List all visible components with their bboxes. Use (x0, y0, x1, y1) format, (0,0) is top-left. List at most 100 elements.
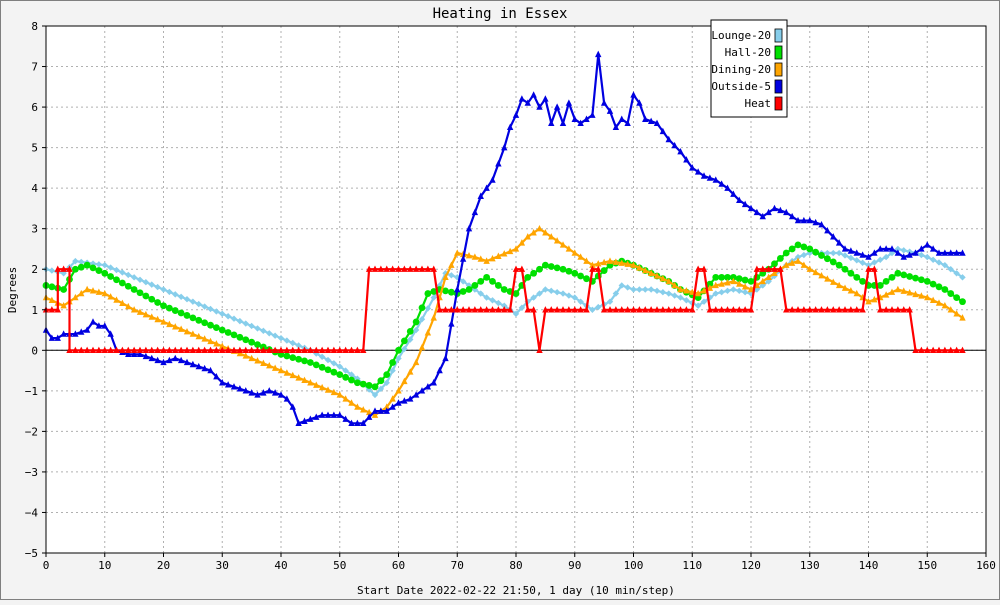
point-heat (148, 346, 155, 354)
series-outside-5 (42, 50, 966, 426)
point-dining-20 (683, 287, 690, 294)
point-heat (706, 306, 714, 313)
legend-swatch-lounge-20 (774, 28, 783, 43)
point-dining-20 (788, 259, 796, 266)
point-hall-20 (953, 294, 961, 302)
point-outside-5 (242, 387, 249, 394)
point-outside-5 (48, 334, 56, 341)
point-dining-20 (454, 249, 461, 256)
point-heat (377, 265, 385, 272)
point-outside-5 (747, 204, 755, 212)
point-heat (125, 346, 132, 354)
point-outside-5 (330, 411, 338, 418)
point-lounge-20 (248, 322, 255, 330)
point-dining-20 (348, 399, 355, 406)
point-hall-20 (48, 283, 56, 291)
point-lounge-20 (489, 297, 496, 304)
point-heat (929, 346, 937, 354)
point-heat (894, 306, 902, 313)
series-heat (42, 265, 966, 354)
legend-swatch-dining-20 (774, 62, 783, 77)
point-heat (66, 346, 73, 354)
point-dining-20 (301, 376, 308, 384)
point-lounge-20 (412, 326, 420, 334)
point-dining-20 (166, 320, 173, 328)
point-outside-5 (818, 220, 825, 228)
point-lounge-20 (830, 249, 837, 257)
x-tick-label: 10 (98, 559, 111, 572)
point-lounge-20 (665, 290, 672, 297)
point-dining-20 (694, 289, 702, 297)
point-heat (271, 346, 279, 354)
point-heat (877, 306, 884, 313)
chart-title: Heating in Essex (433, 6, 568, 22)
point-lounge-20 (724, 287, 731, 295)
point-heat (683, 306, 690, 313)
point-heat (207, 346, 214, 354)
series-dining-20 (42, 224, 966, 418)
point-hall-20 (876, 282, 884, 289)
point-outside-5 (700, 172, 708, 179)
point-lounge-20 (125, 271, 132, 279)
point-lounge-20 (718, 289, 725, 296)
point-dining-20 (888, 288, 896, 295)
point-lounge-20 (271, 332, 279, 339)
point-outside-5 (865, 253, 872, 260)
point-outside-5 (800, 216, 808, 224)
point-lounge-20 (571, 294, 578, 301)
point-outside-5 (318, 411, 326, 418)
point-lounge-20 (148, 281, 155, 288)
point-hall-20 (418, 304, 426, 312)
point-outside-5 (95, 322, 103, 329)
point-outside-5 (142, 352, 150, 360)
point-hall-20 (107, 273, 115, 280)
point-outside-5 (871, 249, 878, 256)
point-hall-20 (312, 361, 320, 369)
point-dining-20 (189, 330, 197, 337)
point-outside-5 (882, 245, 890, 252)
point-hall-20 (377, 377, 385, 385)
point-hall-20 (583, 275, 590, 283)
point-outside-5 (307, 415, 314, 422)
point-heat (542, 306, 549, 313)
point-heat (424, 265, 432, 272)
point-hall-20 (494, 282, 502, 289)
point-heat (636, 306, 643, 313)
point-dining-20 (512, 245, 520, 252)
ticks: 0 10 20 30 40 50 60 70 80 90 100 110 120 130 140 150 160… (25, 20, 996, 572)
point-dining-20 (747, 285, 755, 293)
point-outside-5 (812, 218, 819, 226)
point-heat (624, 306, 631, 313)
point-lounge-20 (224, 313, 232, 320)
point-outside-5 (618, 115, 625, 122)
point-lounge-20 (389, 367, 396, 374)
point-outside-5 (160, 358, 167, 366)
x-tick-label: 140 (859, 559, 879, 572)
legend-label-heat: Heat (745, 97, 772, 110)
point-lounge-20 (618, 282, 625, 289)
point-hall-20 (771, 260, 778, 268)
point-lounge-20 (606, 298, 614, 305)
point-lounge-20 (266, 330, 273, 337)
point-dining-20 (882, 291, 890, 298)
point-dining-20 (360, 406, 367, 413)
point-dining-20 (501, 250, 508, 257)
point-outside-5 (736, 196, 743, 204)
point-dining-20 (330, 388, 338, 396)
point-dining-20 (78, 289, 85, 297)
point-lounge-20 (136, 276, 144, 283)
x-tick-label: 40 (274, 559, 287, 572)
point-heat (818, 306, 825, 313)
point-lounge-20 (242, 320, 249, 327)
point-heat (78, 346, 85, 354)
legend-swatch-outside-5 (774, 79, 783, 94)
point-dining-20 (412, 358, 420, 366)
point-hall-20 (906, 273, 914, 280)
point-outside-5 (929, 245, 937, 252)
point-lounge-20 (395, 355, 402, 362)
point-dining-20 (524, 233, 531, 240)
point-hall-20 (541, 261, 549, 269)
point-dining-20 (571, 249, 578, 256)
point-dining-20 (95, 288, 103, 295)
